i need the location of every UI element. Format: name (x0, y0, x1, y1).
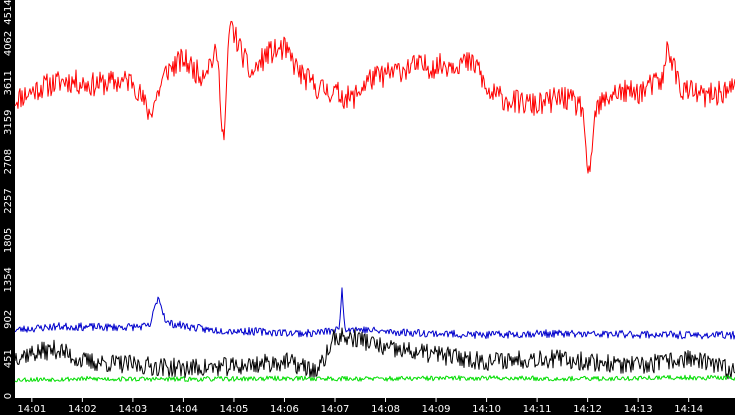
x-tick-label: 14:14 (674, 404, 703, 415)
x-tick-label: 14:13 (624, 404, 653, 415)
x-tick-label: 14:03 (118, 404, 147, 415)
y-tick-label: 0 (3, 393, 14, 399)
y-tick-label: 4514 (3, 0, 14, 25)
y-tick-label: 2257 (3, 188, 14, 213)
x-tick-label: 14:05 (220, 404, 249, 415)
y-axis-band (0, 0, 15, 415)
x-tick-label: 14:06 (270, 404, 299, 415)
y-tick-label: 3611 (3, 70, 14, 95)
x-tick-label: 14:01 (17, 404, 46, 415)
x-tick-label: 14:08 (371, 404, 400, 415)
x-tick-label: 14:02 (68, 404, 97, 415)
series-line-2 (14, 287, 735, 340)
y-tick-label: 4062 (3, 31, 14, 56)
x-tick-label: 14:11 (523, 404, 552, 415)
series-line-1 (14, 20, 735, 174)
x-tick-label: 14:12 (573, 404, 602, 415)
x-tick-label: 14:04 (169, 404, 198, 415)
x-axis-ticks: 14:01 14:02 14:03 14:04 14:05 14:06 14:07 14:08… (17, 398, 703, 415)
series-layer (14, 20, 735, 383)
x-tick-label: 14:07 (321, 404, 350, 415)
y-tick-label: 451 (3, 349, 14, 368)
x-tick-label: 14:09 (422, 404, 451, 415)
y-tick-label: 1354 (3, 267, 14, 292)
y-axis-ticks: 0 451 902 1354 1805 2257 2708 3159 3611 4062 4514 (3, 0, 14, 399)
y-tick-label: 1805 (3, 228, 14, 253)
x-axis-band (0, 398, 735, 415)
series-line-3 (14, 327, 735, 380)
y-tick-label: 902 (3, 310, 14, 329)
series-line-4 (14, 374, 735, 383)
x-tick-label: 14:10 (472, 404, 501, 415)
y-tick-label: 2708 (3, 149, 14, 174)
y-tick-label: 3159 (3, 110, 14, 135)
